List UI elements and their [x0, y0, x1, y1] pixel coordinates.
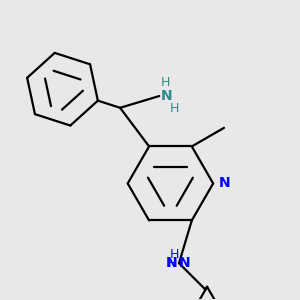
Text: N: N	[219, 176, 230, 190]
Text: N: N	[166, 256, 177, 270]
Text: H: H	[168, 256, 177, 270]
Text: N: N	[179, 256, 190, 270]
Text: H: H	[169, 248, 179, 261]
Text: N: N	[161, 89, 173, 103]
Text: H: H	[169, 102, 179, 115]
Text: H: H	[161, 76, 170, 88]
